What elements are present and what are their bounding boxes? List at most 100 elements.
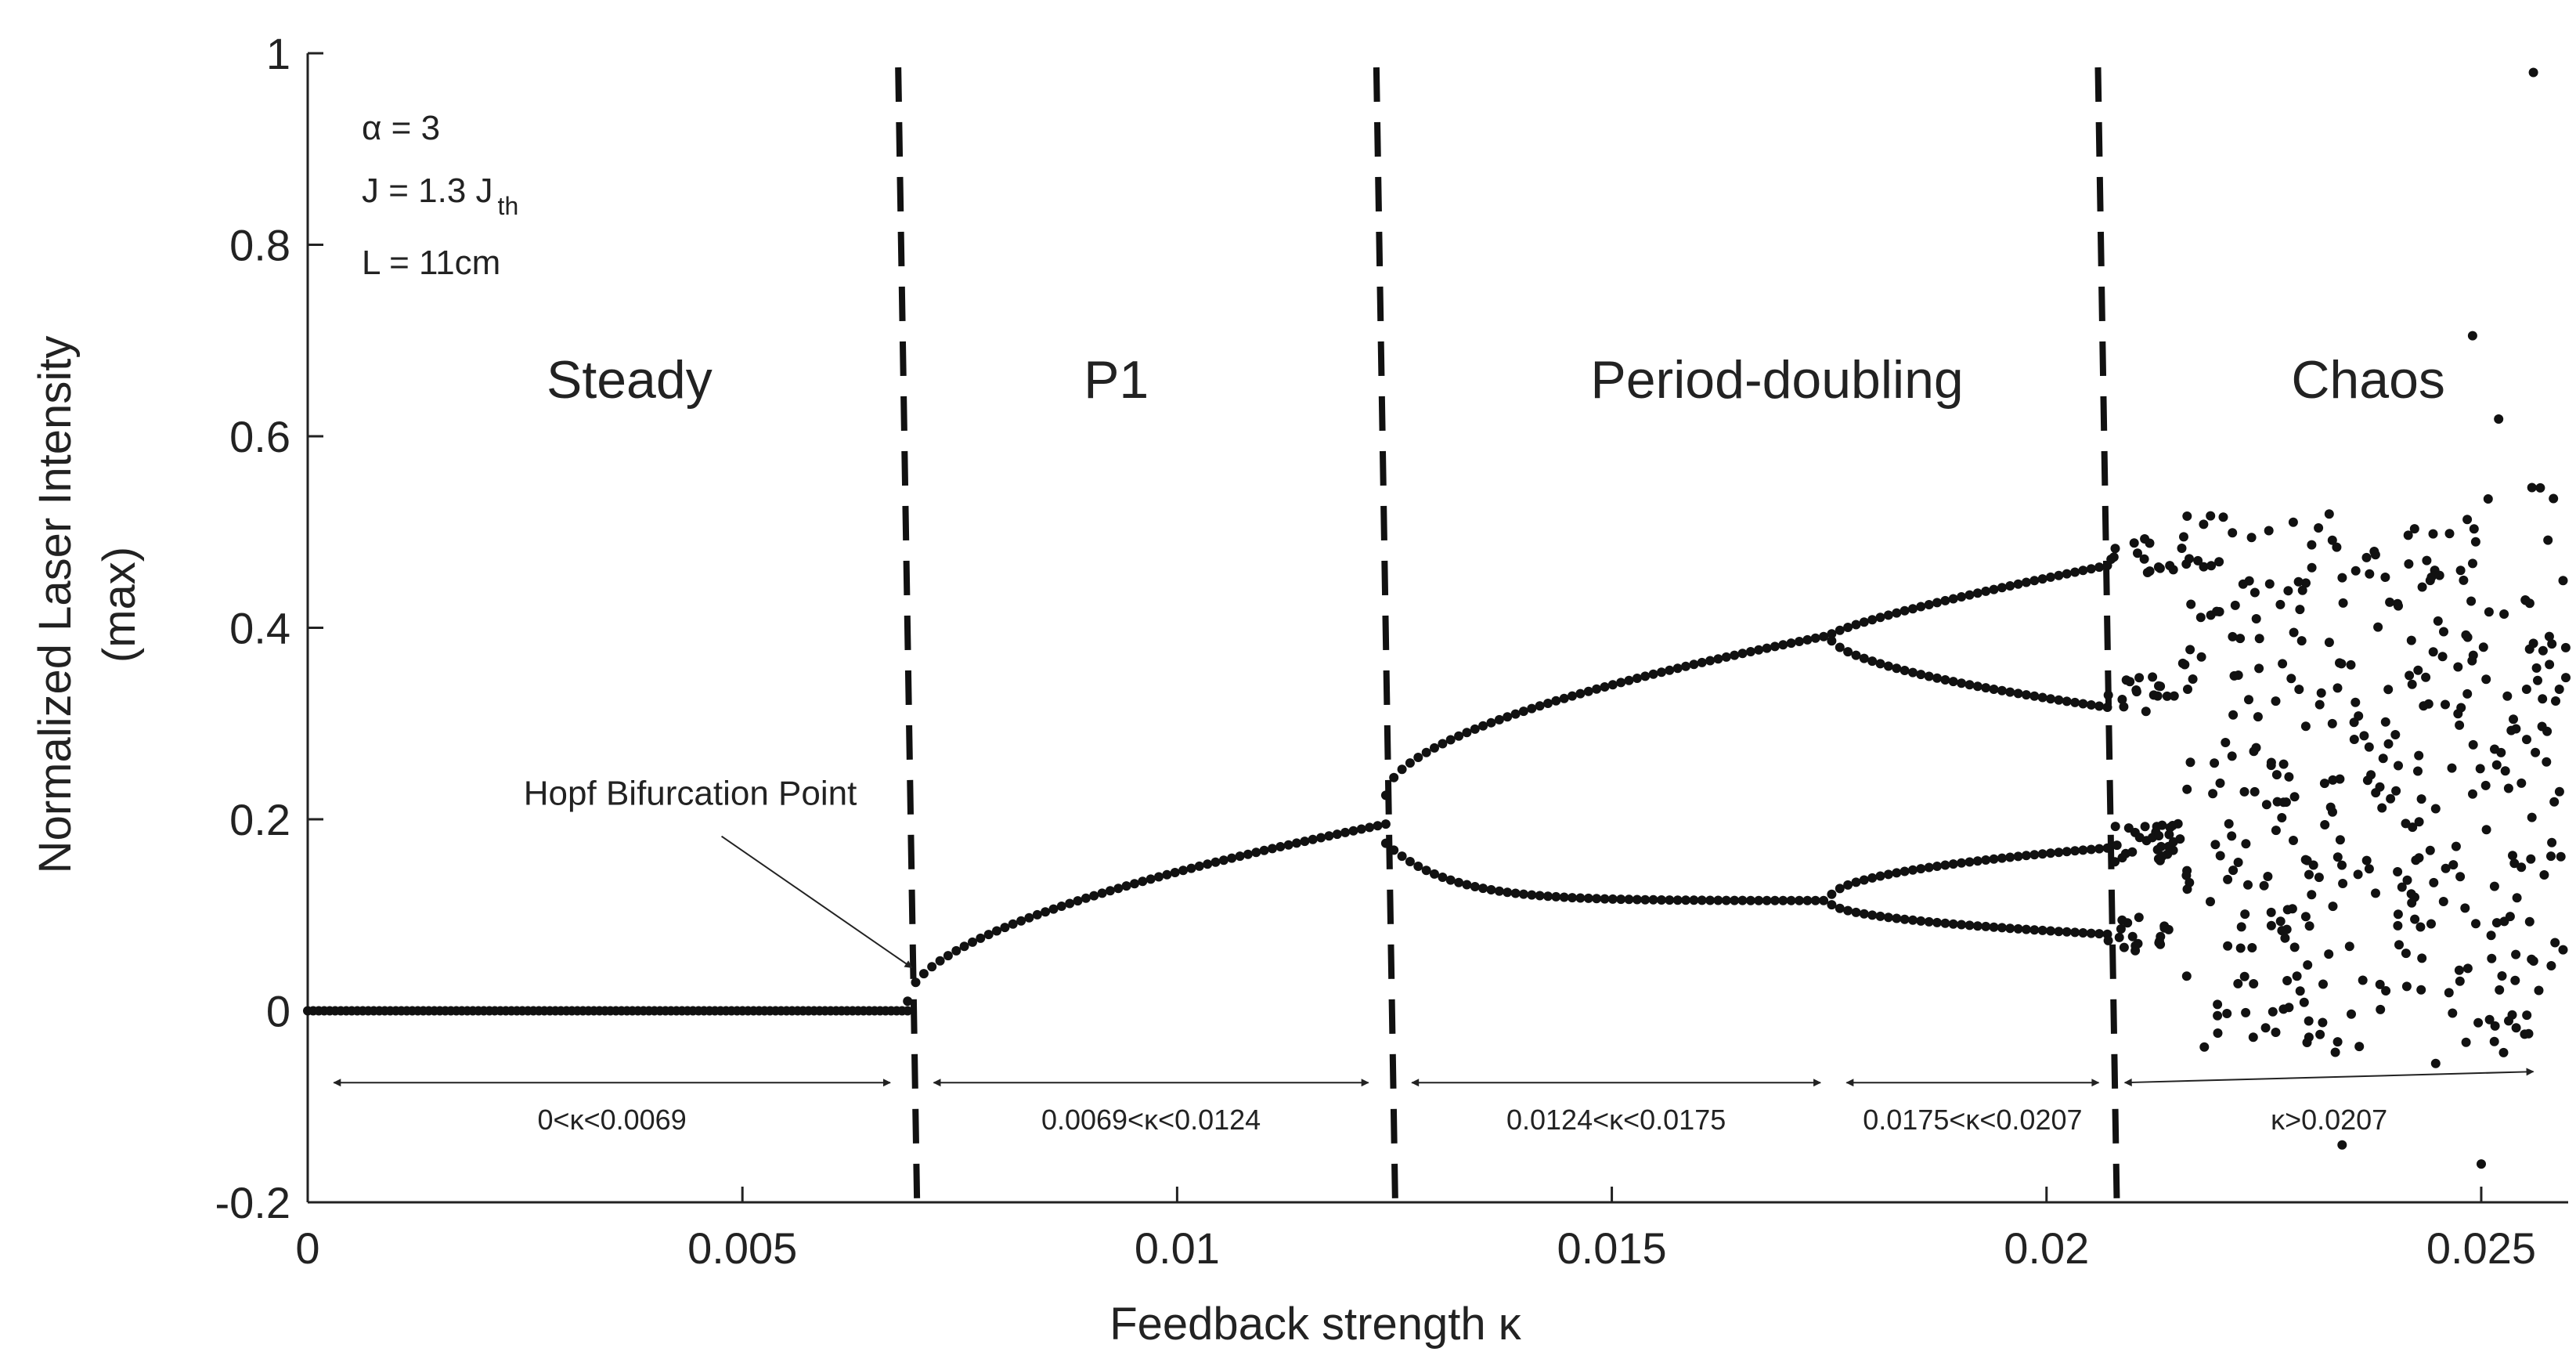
period-doubling-point <box>1762 643 1772 653</box>
period-doubling-point <box>1470 882 1480 891</box>
period-doubling-point <box>1843 623 1853 632</box>
period-doubling-point <box>1981 855 1991 865</box>
chaos-point <box>2483 494 2493 504</box>
chaos-point <box>2505 912 2515 922</box>
chaos-point <box>2324 638 2334 648</box>
chaos-point <box>2214 557 2224 567</box>
chaos-point <box>2148 672 2158 682</box>
period-doubling-point <box>2037 925 2047 935</box>
period-doubling-point <box>1875 911 1885 921</box>
chaos-point <box>2282 976 2293 985</box>
chaos-point <box>2260 1023 2271 1033</box>
chaos-point <box>2531 747 2541 757</box>
period-doubling-point <box>1737 649 1748 659</box>
chaos-point <box>2307 890 2317 900</box>
chaos-point <box>2533 675 2542 685</box>
chaos-point <box>2524 916 2535 927</box>
chaos-point <box>2228 528 2238 538</box>
chaos-point <box>2373 622 2383 632</box>
chaos-point <box>2259 880 2269 891</box>
chaos-point <box>2406 889 2416 899</box>
period-doubling-point <box>1972 921 1983 931</box>
chaos-point <box>2222 1009 2232 1018</box>
chaos-point <box>2134 833 2145 843</box>
period-doubling-point <box>2094 562 2105 573</box>
period-doubling-point <box>1754 895 1764 905</box>
p1-point <box>1097 888 1107 898</box>
chaos-point <box>2393 920 2403 931</box>
chaos-point <box>2549 493 2559 504</box>
chaos-point <box>2550 938 2560 948</box>
chaos-point <box>2534 985 2544 996</box>
chaos-point <box>2314 699 2325 710</box>
p1-point <box>1130 879 1139 889</box>
steady-point <box>903 1006 913 1016</box>
chaos-point <box>2117 853 2127 863</box>
period-doubling-point <box>1957 678 1967 688</box>
chaos-point <box>2371 888 2380 898</box>
period-doubling-point <box>1916 670 1926 680</box>
period-doubling-point <box>1510 888 1521 898</box>
period-doubling-point <box>2029 576 2040 586</box>
chaos-point <box>2266 907 2276 917</box>
p1-point <box>1251 847 1261 858</box>
p1-point <box>1000 923 1010 933</box>
p1-point <box>1373 821 1383 831</box>
chaos-point <box>2327 535 2337 545</box>
chaos-point <box>2495 985 2505 995</box>
chaos-point <box>2522 1010 2532 1021</box>
period-doubling-point <box>1518 889 1528 899</box>
chaos-point <box>2177 544 2187 553</box>
chaos-point <box>2307 562 2317 573</box>
chaos-point <box>2383 685 2394 695</box>
chaos-point <box>2422 555 2432 566</box>
chaos-point <box>2314 523 2324 533</box>
y-tick-label: 0 <box>266 987 290 1036</box>
period-doubling-point <box>1819 895 1829 905</box>
period-doubling-point <box>1438 873 1448 882</box>
period-doubling-point <box>1389 845 1399 855</box>
chaos-point <box>2471 919 2480 929</box>
p1-point <box>1210 857 1221 867</box>
chaos-point <box>2538 694 2548 704</box>
chaos-point <box>2430 1058 2441 1068</box>
period-doubling-point <box>1745 647 1755 656</box>
p1-point <box>951 945 961 956</box>
period-doubling-point <box>1681 661 1690 671</box>
period-doubling-point <box>1551 696 1561 706</box>
chaos-point <box>2419 701 2429 711</box>
chaos-point <box>2470 537 2480 547</box>
period-doubling-point <box>1957 858 1967 868</box>
chaos-point <box>2215 851 2225 861</box>
chaos-point <box>2224 819 2234 829</box>
chaos-point <box>2547 837 2557 847</box>
period-doubling-point <box>1924 600 1934 609</box>
period-doubling-point <box>2094 701 2105 711</box>
chaos-point <box>2512 893 2522 903</box>
p1-point <box>992 926 1001 936</box>
period-doubling-point <box>1380 838 1391 848</box>
period-doubling-point <box>1908 667 1918 678</box>
chaos-point <box>2139 554 2149 564</box>
period-doubling-point <box>1721 652 1731 662</box>
chaos-point <box>2264 579 2275 589</box>
period-doubling-point <box>1454 731 1464 741</box>
p1-point <box>1332 829 1342 840</box>
boundary-dashed-line <box>2094 67 2120 1202</box>
chaos-point <box>2455 976 2465 986</box>
period-doubling-point <box>1535 701 1545 711</box>
chaos-point <box>2467 331 2477 341</box>
chaos-point <box>2228 710 2239 720</box>
period-doubling-point <box>1632 894 1642 905</box>
chaos-point <box>2401 949 2411 959</box>
chaos-point <box>2129 538 2139 548</box>
period-doubling-point <box>1843 905 1853 916</box>
chaos-point <box>2497 971 2507 981</box>
range-arrows: 0<κ<0.0069 0.0069<κ<0.0124 0.0124<κ<0.0175… <box>333 1068 2535 1136</box>
chaos-point <box>2119 942 2129 952</box>
chaos-point <box>2182 511 2192 521</box>
chaos-point <box>2240 909 2250 920</box>
chaos-point <box>2195 613 2206 623</box>
chaos-point <box>2199 519 2209 529</box>
chaos-point <box>2152 822 2162 832</box>
